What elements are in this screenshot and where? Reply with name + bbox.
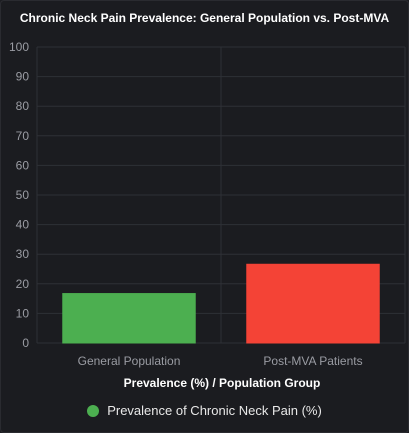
chart-title: Chronic Neck Pain Prevalence: General Po… (19, 11, 390, 25)
bar-general-population[interactable] (62, 293, 196, 344)
y-tick-label: 90 (16, 70, 30, 84)
y-tick-label: 70 (16, 129, 30, 143)
x-axis-title: Prevalence (%) / Population Group (124, 376, 321, 390)
chart-legend[interactable]: Prevalence of Chronic Neck Pain (%) (1, 403, 408, 418)
legend-label: Prevalence of Chronic Neck Pain (%) (107, 403, 322, 418)
y-tick-label: 100 (9, 40, 29, 54)
y-tick-label: 30 (16, 247, 30, 261)
chart-plot: 0 10 20 30 40 50 60 70 80 90 100 General Population… (9, 40, 406, 390)
y-tick-label: 60 (16, 158, 30, 172)
y-tick-label: 10 (16, 306, 30, 320)
y-tick-label: 20 (16, 277, 30, 291)
y-tick-label: 80 (16, 99, 30, 113)
legend-swatch (87, 404, 100, 417)
bar-post-mva-patients[interactable] (246, 263, 380, 344)
x-tick-label: General Population (78, 354, 181, 368)
y-tick-label: 50 (16, 188, 30, 202)
y-tick-label: 40 (16, 218, 30, 232)
x-tick-label: Post-MVA Patients (263, 354, 362, 368)
y-tick-label: 0 (22, 336, 29, 350)
